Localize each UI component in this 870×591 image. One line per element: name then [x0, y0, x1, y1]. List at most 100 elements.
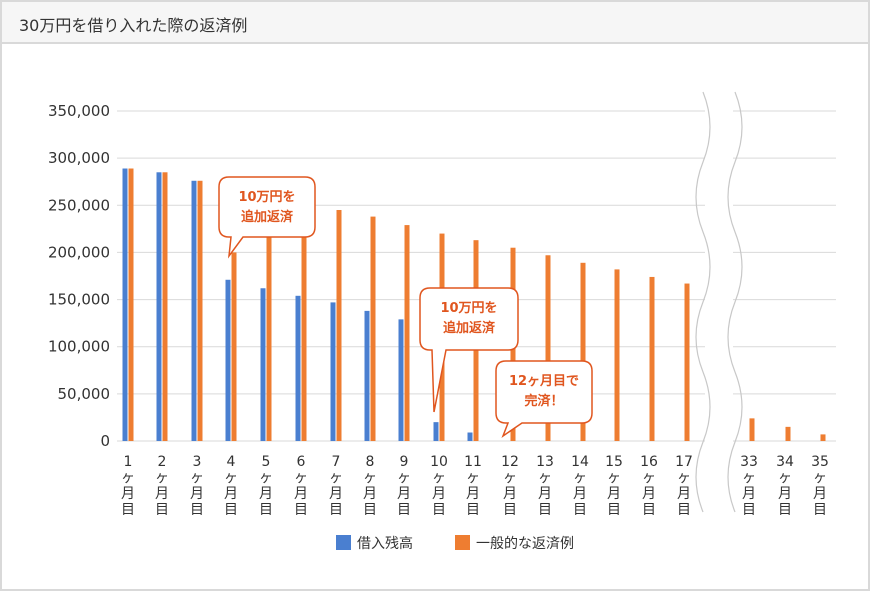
- svg-text:ヶ: ヶ: [224, 470, 238, 486]
- bar-loan-balance: [433, 422, 439, 441]
- bar-typical-repayment: [301, 228, 307, 441]
- y-tick-label: 250,000: [48, 196, 110, 214]
- svg-text:月: 月: [329, 486, 343, 502]
- y-tick-label: 350,000: [48, 102, 110, 120]
- svg-text:11: 11: [464, 454, 482, 470]
- svg-text:月: 月: [294, 486, 308, 502]
- bar-typical-repayment: [266, 224, 272, 441]
- axis-break-line-left: [695, 91, 711, 513]
- svg-text:ヶ: ヶ: [155, 470, 169, 486]
- svg-text:目: 目: [466, 502, 480, 518]
- svg-text:月: 月: [397, 486, 411, 502]
- svg-text:月: 月: [503, 486, 517, 502]
- bar-loan-balance: [225, 279, 231, 441]
- svg-text:月: 月: [778, 486, 792, 502]
- svg-text:目: 目: [538, 502, 552, 518]
- title-bar: 30万円を借り入れた際の返済例: [2, 2, 868, 44]
- svg-text:目: 目: [397, 502, 411, 518]
- svg-text:10: 10: [430, 454, 448, 470]
- callout-text: 追加返済: [443, 320, 496, 336]
- bar-typical-repayment: [404, 225, 410, 441]
- svg-text:目: 目: [573, 502, 587, 518]
- svg-text:ヶ: ヶ: [642, 470, 656, 486]
- svg-text:ヶ: ヶ: [466, 470, 480, 486]
- svg-text:2: 2: [158, 454, 167, 470]
- bar-typical-repayment: [128, 168, 134, 441]
- svg-text:月: 月: [121, 486, 135, 502]
- callout-bubble: [419, 287, 519, 413]
- svg-text:ヶ: ヶ: [190, 470, 204, 486]
- legend-item-loan-balance: 借入残高: [336, 535, 413, 552]
- bar-typical-repayment: [580, 262, 586, 441]
- svg-text:月: 月: [573, 486, 587, 502]
- x-tick-label: 2ヶ月目: [155, 454, 169, 518]
- svg-text:月: 月: [224, 486, 238, 502]
- svg-text:月: 月: [432, 486, 446, 502]
- svg-text:35: 35: [811, 454, 829, 470]
- svg-text:ヶ: ヶ: [778, 470, 792, 486]
- y-tick-label: 50,000: [58, 385, 111, 403]
- svg-text:月: 月: [607, 486, 621, 502]
- svg-text:ヶ: ヶ: [742, 470, 756, 486]
- svg-text:目: 目: [294, 502, 308, 518]
- svg-text:17: 17: [675, 454, 693, 470]
- svg-text:目: 目: [677, 502, 691, 518]
- svg-text:13: 13: [536, 454, 554, 470]
- bar-typical-repayment: [370, 216, 376, 441]
- svg-text:ヶ: ヶ: [432, 470, 446, 486]
- svg-text:目: 目: [363, 502, 377, 518]
- svg-text:月: 月: [742, 486, 756, 502]
- callout-text: 10万円を: [238, 190, 295, 205]
- bar-typical-repayment: [749, 418, 755, 441]
- callout-bubble: [495, 360, 593, 438]
- svg-text:ヶ: ヶ: [607, 470, 621, 486]
- svg-text:ヶ: ヶ: [397, 470, 411, 486]
- bar-typical-repayment: [197, 180, 203, 441]
- svg-text:目: 目: [329, 502, 343, 518]
- svg-text:ヶ: ヶ: [121, 470, 135, 486]
- svg-text:9: 9: [400, 454, 409, 470]
- callout-text: 12ヶ月目で: [509, 374, 579, 389]
- callout-bubble: [218, 176, 316, 259]
- y-tick-label: 100,000: [48, 338, 110, 356]
- callout-text: 完済！: [524, 393, 563, 409]
- svg-text:目: 目: [778, 502, 792, 518]
- x-tick-label: 12ヶ月目: [501, 454, 519, 518]
- svg-text:月: 月: [155, 486, 169, 502]
- svg-text:7: 7: [332, 454, 341, 470]
- svg-text:ヶ: ヶ: [329, 470, 343, 486]
- svg-text:目: 目: [155, 502, 169, 518]
- svg-text:ヶ: ヶ: [503, 470, 517, 486]
- legend-swatch: [336, 535, 351, 550]
- y-axis-ticks: 350,000 300,000 250,000 200,000 150,000 100,0…: [48, 102, 110, 450]
- svg-text:月: 月: [813, 486, 827, 502]
- bar-loan-balance: [398, 319, 404, 441]
- axis-break: [695, 90, 743, 520]
- bar-typical-repayment: [614, 269, 620, 441]
- x-axis-labels: 1ヶ月目2ヶ月目3ヶ月目4ヶ月目5ヶ月目6ヶ月目7ヶ月目8ヶ月目9ヶ月目10ヶ月…: [121, 454, 829, 518]
- svg-text:33: 33: [740, 454, 758, 470]
- bar-loan-balance: [364, 310, 370, 441]
- svg-text:月: 月: [677, 486, 691, 502]
- svg-text:月: 月: [190, 486, 204, 502]
- y-tick-label: 300,000: [48, 149, 110, 167]
- svg-text:16: 16: [640, 454, 658, 470]
- svg-text:月: 月: [259, 486, 273, 502]
- svg-text:月: 月: [466, 486, 480, 502]
- bar-loan-balance: [295, 295, 301, 441]
- svg-text:ヶ: ヶ: [259, 470, 273, 486]
- bar-typical-repayment: [820, 434, 826, 441]
